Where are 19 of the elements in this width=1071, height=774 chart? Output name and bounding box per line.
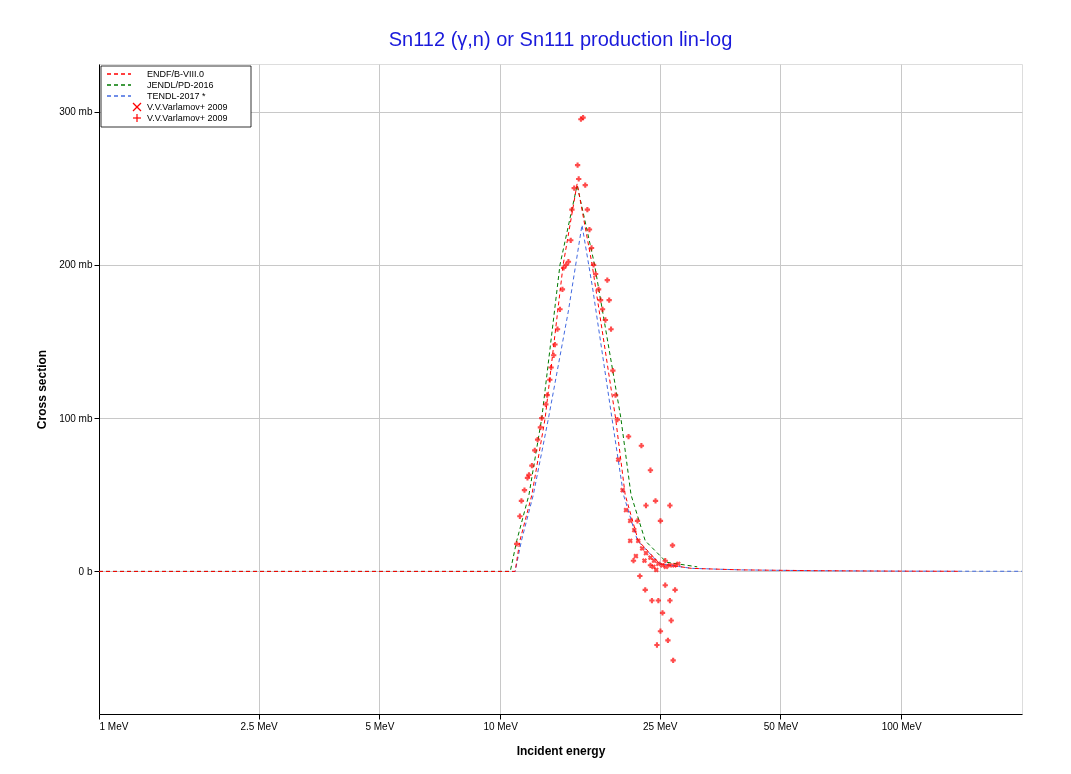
- y-tick-label: 300 mb: [59, 106, 93, 118]
- x-tick-label: 5 MeV: [365, 720, 395, 732]
- x-tick-label: 25 MeV: [643, 720, 678, 732]
- legend-label: V.V.Varlamov+ 2009: [147, 113, 228, 123]
- legend-label: V.V.Varlamov+ 2009: [147, 102, 228, 112]
- x-tick-label: 2.5 MeV: [240, 720, 279, 732]
- chart-title: Sn112 (γ,n) or Sn111 production lin-log: [388, 28, 733, 50]
- y-tick-label: 100 mb: [59, 412, 93, 424]
- legend-label: ENDF/B-VIII.0: [147, 69, 205, 79]
- x-tick-label: 100 MeV: [881, 720, 923, 732]
- legend-label: TENDL-2017 *: [147, 91, 207, 101]
- y-tick-label: 0 b: [78, 565, 93, 577]
- x-tick-label: 50 MeV: [763, 720, 799, 732]
- legend-label: JENDL/PD-2016: [147, 80, 214, 90]
- x-tick-label: 10 MeV: [483, 720, 519, 732]
- y-tick-label: 200 mb: [59, 259, 93, 271]
- x-tick-label: 1 MeV: [99, 720, 129, 732]
- x-axis-title: Incident energy: [516, 743, 606, 758]
- y-axis-title: Cross section: [35, 349, 50, 430]
